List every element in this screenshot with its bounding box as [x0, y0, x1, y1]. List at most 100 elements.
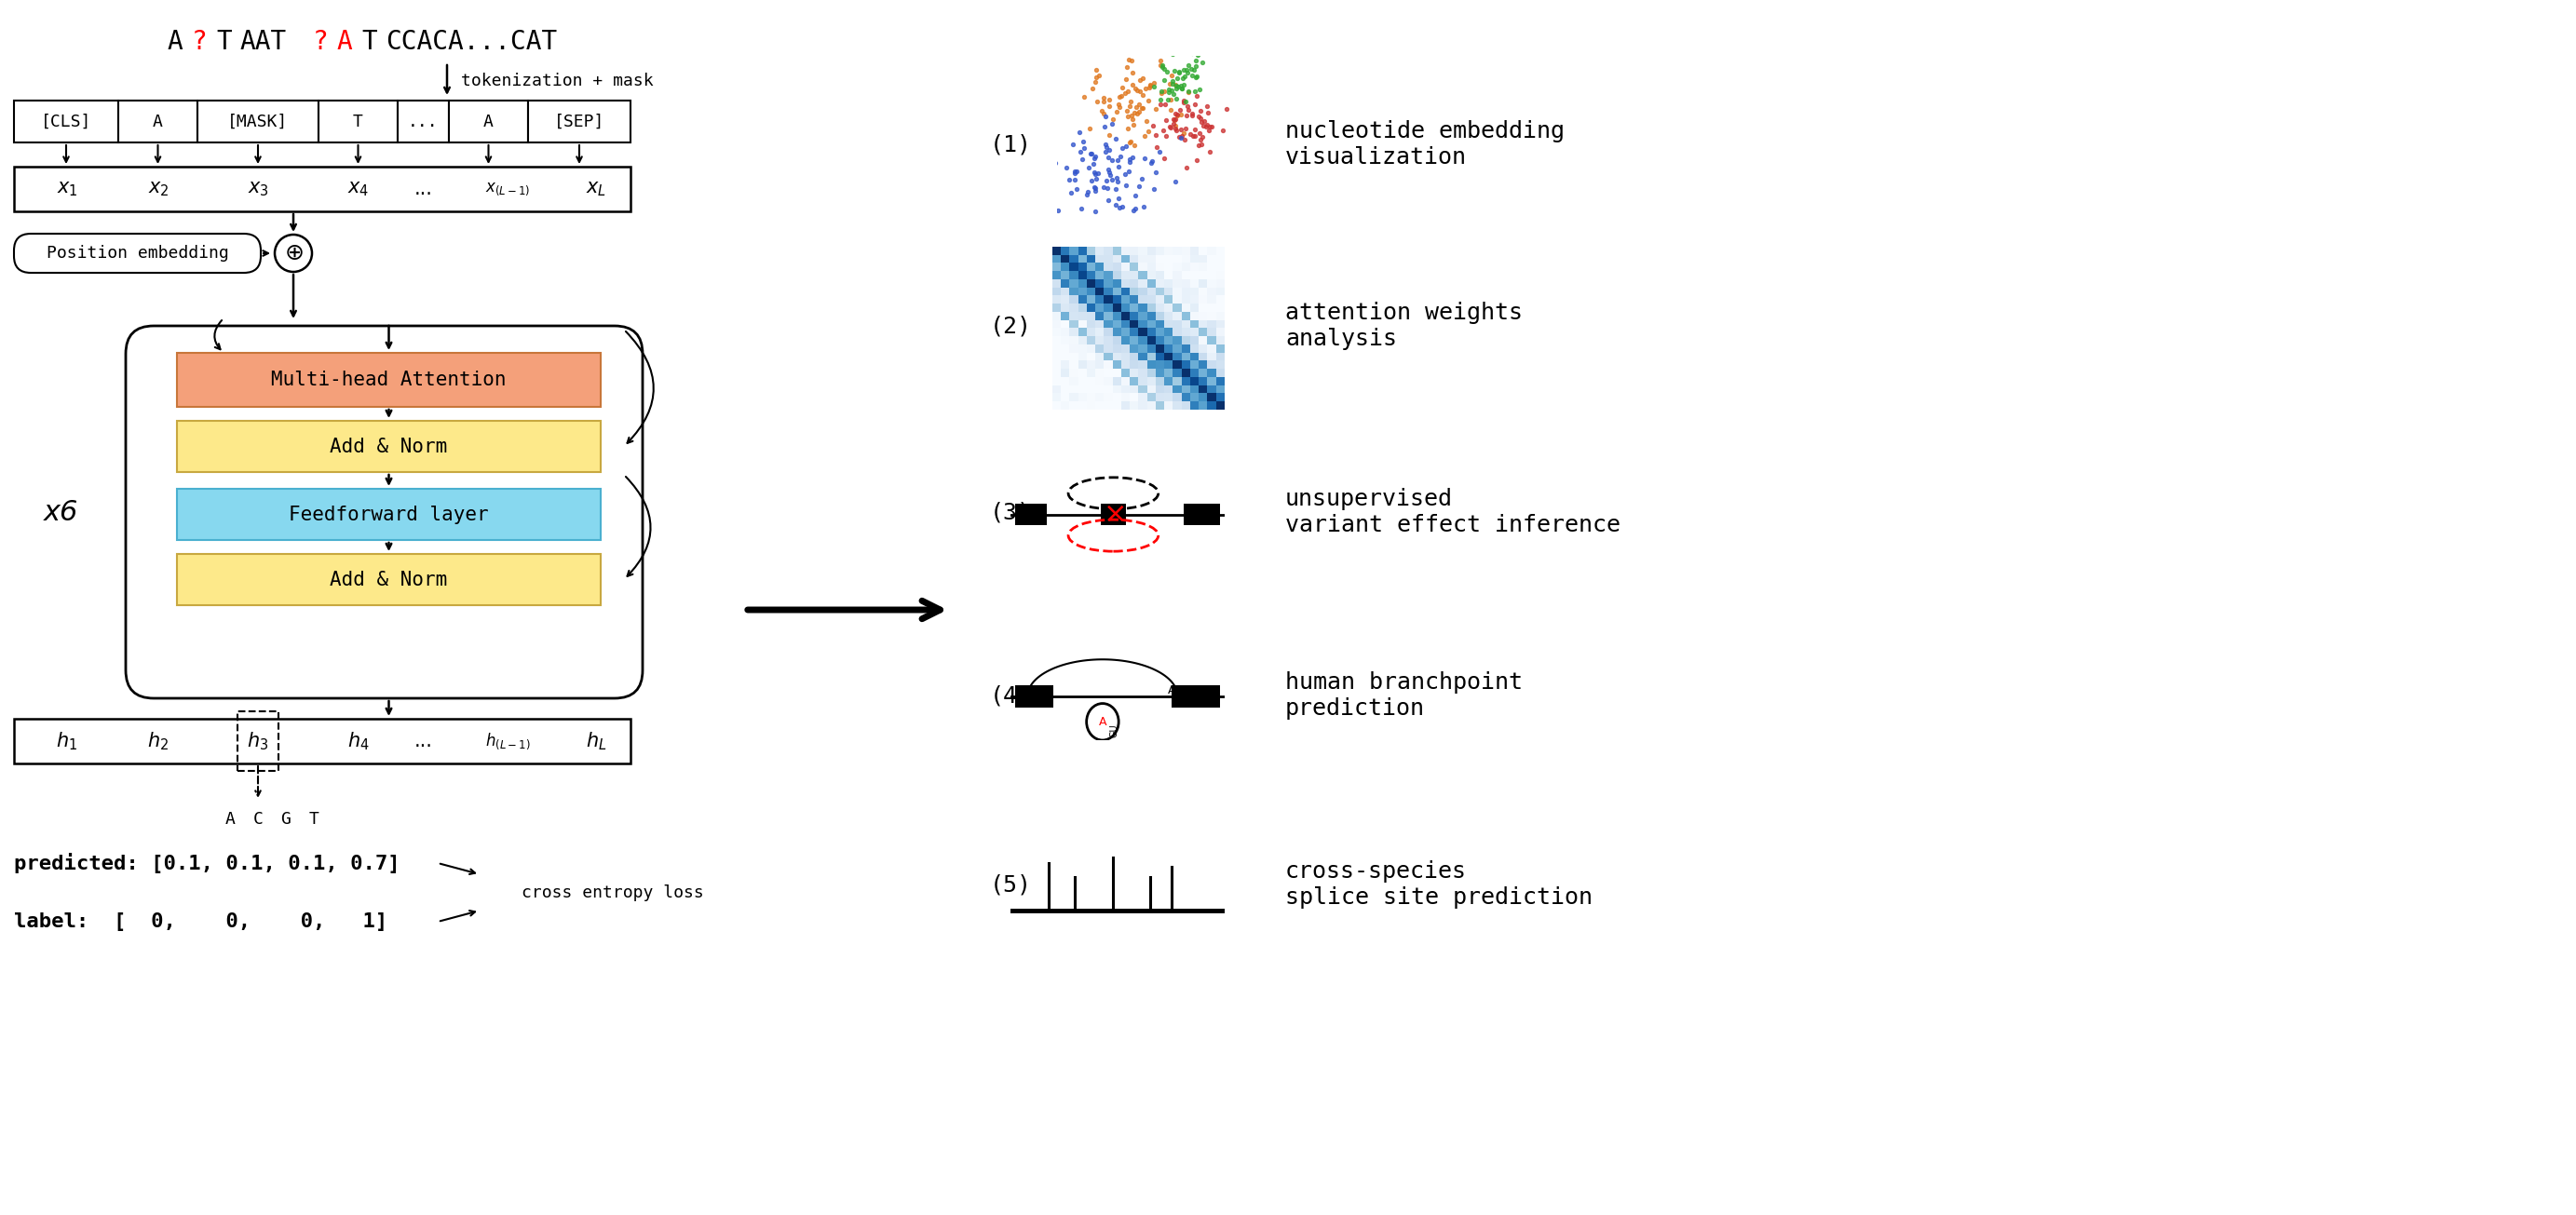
- Text: $\oplus$: $\oplus$: [283, 242, 304, 265]
- Point: [1149, 83, 1190, 102]
- Point: [1180, 101, 1221, 120]
- Point: [1162, 126, 1203, 146]
- Point: [1172, 103, 1213, 123]
- Point: [1105, 84, 1146, 103]
- Text: Feedforward layer: Feedforward layer: [289, 505, 489, 524]
- Point: [1131, 151, 1172, 170]
- Point: [1175, 95, 1216, 114]
- Point: [1048, 170, 1090, 190]
- Point: [1108, 107, 1149, 126]
- Point: [1177, 135, 1218, 154]
- Bar: [1100, 504, 1126, 525]
- Point: [1115, 199, 1157, 219]
- Point: [1149, 117, 1190, 136]
- Point: [1105, 176, 1146, 196]
- Point: [1074, 179, 1115, 198]
- Text: T: T: [353, 113, 363, 130]
- Text: A: A: [1097, 716, 1108, 728]
- Point: [1167, 158, 1208, 177]
- Point: [1108, 101, 1149, 120]
- Point: [1090, 125, 1131, 145]
- Point: [1128, 39, 1170, 58]
- Text: A: A: [224, 810, 234, 827]
- Point: [1056, 162, 1097, 181]
- Text: Add & Norm: Add & Norm: [330, 437, 448, 456]
- Point: [1115, 79, 1157, 98]
- Point: [1108, 119, 1149, 139]
- Point: [1059, 142, 1100, 162]
- Point: [1190, 142, 1231, 162]
- Point: [1172, 106, 1213, 125]
- Point: [1033, 142, 1074, 162]
- Point: [1072, 171, 1113, 191]
- Point: [1151, 109, 1193, 129]
- Point: [1185, 117, 1226, 136]
- Point: [1188, 102, 1229, 122]
- Point: [1095, 179, 1136, 198]
- Point: [1164, 91, 1206, 111]
- Point: [1162, 75, 1203, 95]
- Point: [1074, 73, 1115, 92]
- Point: [1141, 51, 1182, 70]
- Point: [1074, 181, 1115, 200]
- Point: [1136, 163, 1177, 182]
- Point: [1054, 162, 1095, 181]
- Point: [1100, 198, 1141, 217]
- Point: [1118, 102, 1159, 122]
- Text: (4): (4): [989, 684, 1030, 707]
- Text: $h_4$: $h_4$: [348, 730, 368, 752]
- Point: [1087, 191, 1128, 210]
- Text: $h_3$: $h_3$: [247, 730, 268, 752]
- Point: [1149, 100, 1190, 119]
- Point: [1123, 197, 1164, 216]
- Text: $x_3$: $x_3$: [247, 180, 268, 198]
- Point: [1069, 231, 1110, 250]
- Point: [1123, 149, 1164, 169]
- Text: $\times$: $\times$: [1103, 501, 1123, 527]
- Point: [1175, 120, 1216, 140]
- Point: [1172, 44, 1213, 63]
- Point: [1159, 126, 1200, 146]
- Point: [1175, 56, 1216, 75]
- Point: [1167, 81, 1208, 101]
- Point: [1113, 63, 1154, 83]
- Bar: [319, 101, 397, 142]
- Bar: [397, 101, 448, 142]
- Bar: [178, 420, 600, 473]
- Point: [1103, 231, 1144, 250]
- Point: [1092, 109, 1133, 129]
- Point: [1095, 129, 1136, 148]
- Point: [1180, 130, 1221, 149]
- Point: [1066, 185, 1108, 204]
- Point: [1159, 77, 1200, 96]
- Point: [1167, 61, 1208, 80]
- Point: [1154, 109, 1195, 129]
- Point: [1090, 165, 1131, 185]
- Point: [1074, 163, 1115, 182]
- Point: [1170, 124, 1211, 143]
- Point: [1144, 122, 1185, 141]
- Point: [1097, 171, 1139, 191]
- Point: [1162, 79, 1203, 98]
- Point: [1051, 183, 1092, 203]
- Point: [1126, 79, 1167, 98]
- Point: [1146, 62, 1188, 81]
- Point: [1074, 164, 1115, 183]
- Text: $x_2$: $x_2$: [147, 180, 170, 198]
- Text: cross entropy loss: cross entropy loss: [520, 885, 703, 900]
- Point: [1110, 51, 1151, 70]
- Bar: [1185, 504, 1221, 525]
- Point: [1087, 140, 1128, 159]
- Text: cross-species
splice site prediction: cross-species splice site prediction: [1285, 860, 1592, 909]
- Text: ...: ...: [415, 180, 433, 198]
- Point: [1097, 151, 1139, 170]
- Text: C: C: [252, 810, 263, 827]
- Point: [1162, 124, 1203, 143]
- Point: [1123, 126, 1164, 146]
- Point: [1180, 112, 1221, 131]
- Point: [1123, 98, 1164, 118]
- Point: [1064, 86, 1105, 106]
- Point: [1074, 148, 1115, 168]
- Point: [1151, 74, 1193, 94]
- Point: [1110, 97, 1151, 117]
